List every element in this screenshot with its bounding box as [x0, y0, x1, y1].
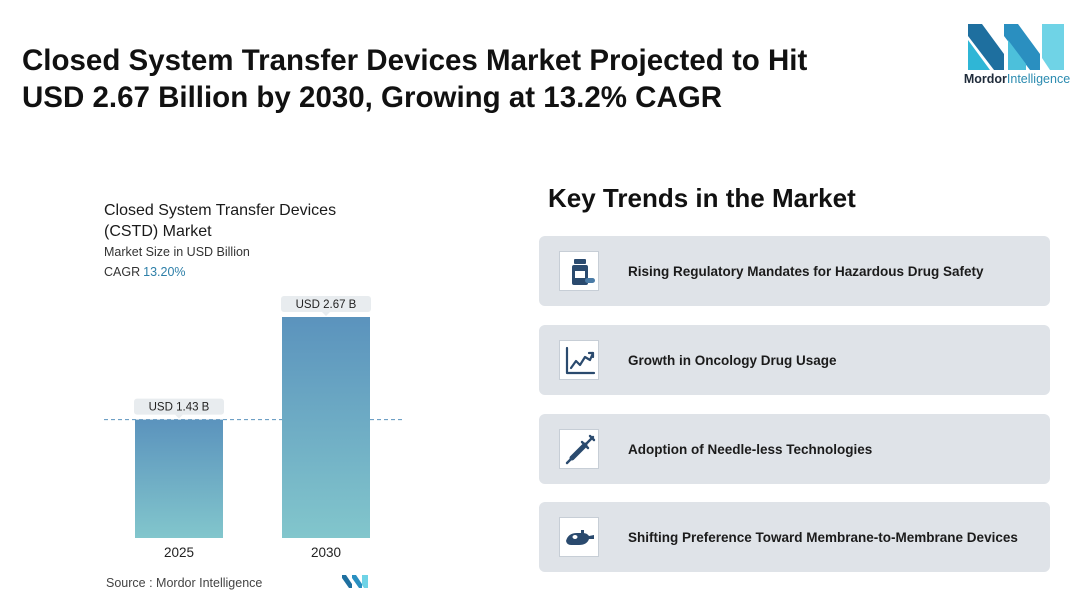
- cagr-label: CAGR: [104, 265, 141, 279]
- chart-title: Closed System Transfer Devices (CSTD) Ma…: [104, 202, 337, 240]
- chart-source: Source : Mordor Intelligence: [106, 576, 262, 590]
- data-label-bg-2025: [134, 398, 224, 415]
- chart-cagr: CAGR 13.20%: [104, 265, 186, 279]
- bar-2025: [135, 419, 223, 538]
- growth-chart-icon: [559, 340, 599, 380]
- data-label-2030: USD 2.67 B: [296, 299, 357, 311]
- brand-logo-mark-icon: [968, 24, 1064, 70]
- source-label: Source :: [106, 576, 153, 590]
- trend-label: Adoption of Needle-less Technologies: [628, 441, 873, 457]
- chart-subtitle: Market Size in USD Billion: [104, 245, 250, 259]
- data-label-bg-2030: [281, 296, 371, 312]
- membrane-device-icon: [559, 517, 599, 557]
- trend-label: Growth in Oncology Drug Usage: [628, 352, 837, 368]
- data-label-pointer: [322, 312, 330, 316]
- syringe-icon: [559, 429, 599, 469]
- pill-bottle-icon: [559, 251, 599, 291]
- cagr-value: 13.20%: [143, 265, 186, 279]
- bar-2030: [282, 317, 370, 538]
- brand-logo: MordorIntelligence: [958, 24, 1076, 92]
- trend-card-needleless: Adoption of Needle-less Technologies: [539, 414, 1050, 484]
- trend-card-oncology: Growth in Oncology Drug Usage: [539, 325, 1050, 395]
- source-value: Mordor Intelligence: [156, 576, 263, 590]
- trend-label: Rising Regulatory Mandates for Hazardous…: [628, 263, 984, 279]
- brand-word-1: Mordor: [963, 72, 1007, 86]
- trend-card-regulatory: Rising Regulatory Mandates for Hazardous…: [539, 236, 1050, 306]
- source-logo-icon: [342, 575, 368, 588]
- x-tick-2030: 2030: [311, 545, 341, 560]
- headline: Closed System Transfer Devices Market Pr…: [22, 42, 922, 116]
- data-label-2025: USD 1.43 B: [149, 402, 210, 414]
- headline-line-2: USD 2.67 Billion by 2030, Growing at 13.…: [22, 81, 723, 114]
- trend-card-membrane: Shifting Preference Toward Membrane-to-M…: [539, 502, 1050, 572]
- bar-chart: USD 1.43 B 2025 USD 2.67 B 2030: [104, 296, 402, 560]
- headline-line-1: Closed System Transfer Devices Market Pr…: [22, 44, 808, 77]
- brand-logo-wordmark: MordorIntelligence: [958, 72, 1076, 86]
- trends-title: Key Trends in the Market: [548, 183, 856, 213]
- trend-label: Shifting Preference Toward Membrane-to-M…: [628, 529, 1018, 545]
- x-tick-2025: 2025: [164, 545, 194, 560]
- data-label-pointer: [175, 414, 183, 419]
- brand-word-2: Intelligence: [1006, 72, 1071, 86]
